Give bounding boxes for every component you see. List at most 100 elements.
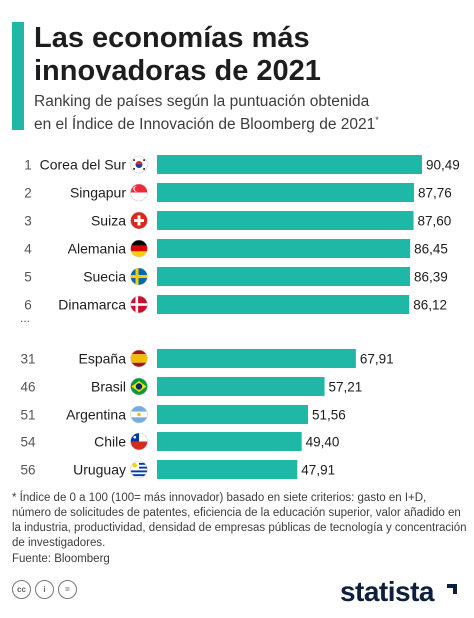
bar-row: 3 Suiza 87,60 xyxy=(24,211,451,230)
bar-row: 5 Suecia 86,39 xyxy=(24,267,448,286)
bar xyxy=(157,460,298,479)
flag-stripe xyxy=(130,192,148,201)
flag-outline xyxy=(130,211,148,230)
flag-stripe xyxy=(130,470,148,473)
flag-star xyxy=(133,435,136,439)
value-label: 57,21 xyxy=(329,380,363,395)
rank-label: 4 xyxy=(24,242,32,257)
flag-stripe xyxy=(130,474,148,477)
bar xyxy=(157,432,302,451)
value-label: 47,91 xyxy=(301,463,335,478)
flag-outline xyxy=(130,377,148,396)
bar-row: 51 Argentina 51,56 xyxy=(20,405,346,424)
country-label: Uruguay xyxy=(73,462,126,478)
title-accent-bar xyxy=(12,22,24,130)
country-label: Corea del Sur xyxy=(40,157,127,173)
flag-stripe xyxy=(130,441,148,450)
rank-label: 56 xyxy=(20,463,35,478)
flag-stripe xyxy=(130,417,148,423)
subtitle-line-1: Ranking de países según la puntuación ob… xyxy=(34,93,370,110)
singapore-flag-icon xyxy=(130,184,148,201)
bar xyxy=(157,295,410,314)
bar xyxy=(157,155,422,174)
flag-cross xyxy=(130,275,148,278)
bar-row: 2 Singapur 87,76 xyxy=(24,183,452,202)
flag-stripe xyxy=(130,251,148,257)
brand-name: statista xyxy=(339,576,435,607)
flag-taeguk-red xyxy=(135,161,143,165)
subtitle-line-2: en el Índice de Innovación de Bloomberg … xyxy=(34,116,376,134)
chart-subtitle: Ranking de países según la puntuación ob… xyxy=(34,92,464,134)
rank-label: 1 xyxy=(24,158,32,173)
flag-outline xyxy=(130,239,148,258)
bar xyxy=(157,183,415,202)
flag-outline xyxy=(130,155,148,174)
title-line-2: innovadoras de 2021 xyxy=(34,55,321,87)
rank-label: 31 xyxy=(20,352,35,367)
creative-commons-icon[interactable]: cc xyxy=(12,580,31,599)
flag-trigram xyxy=(143,168,145,170)
country-label: Brasil xyxy=(91,379,126,395)
flag-stripe xyxy=(130,240,148,246)
value-label: 87,76 xyxy=(418,186,452,201)
flag-outline xyxy=(130,183,148,202)
value-label: 86,39 xyxy=(414,270,448,285)
flag-crescent-cut xyxy=(134,186,140,192)
chile-flag-icon xyxy=(130,433,148,450)
flag-stripe xyxy=(130,406,148,412)
flag-cross xyxy=(134,219,144,222)
flag-outline xyxy=(130,460,148,479)
info-icon[interactable]: i xyxy=(35,580,54,599)
country-label: Singapur xyxy=(70,185,126,201)
bar xyxy=(157,405,308,424)
flag-outline xyxy=(130,432,148,451)
value-label: 51,56 xyxy=(312,408,346,423)
value-label: 49,40 xyxy=(306,435,340,450)
denmark-flag-icon xyxy=(130,296,148,313)
bar-row: 56 Uruguay 47,91 xyxy=(20,460,335,479)
bar-row: 46 Brasil 57,21 xyxy=(20,377,362,396)
rank-label: 6 xyxy=(24,298,32,313)
flag-trigram xyxy=(133,159,135,161)
no-derivatives-icon[interactable]: = xyxy=(58,580,77,599)
bar xyxy=(157,349,356,368)
rank-label: 5 xyxy=(24,270,32,285)
chart-title: Las economías más innovadoras de 2021 xyxy=(34,22,464,88)
bar-chart: 1 Corea del Sur 90,49 2 Singapur 87,76 3 Suiza 8… xyxy=(20,155,460,479)
flag-taeguk-blue xyxy=(135,164,143,168)
flag-globe xyxy=(135,383,143,390)
footnote: * Índice de 0 a 100 (100= más innovador)… xyxy=(12,492,467,549)
flag-stripe xyxy=(130,245,148,252)
country-label: España xyxy=(79,351,127,367)
value-label: 86,45 xyxy=(414,242,448,257)
flag-sun xyxy=(132,462,137,468)
rank-label: 2 xyxy=(24,186,32,201)
country-label: Suiza xyxy=(91,213,126,229)
title-line-1: Las economías más xyxy=(34,22,310,54)
bar xyxy=(157,211,414,230)
flag-outline xyxy=(130,267,148,286)
rank-label: 51 xyxy=(20,408,35,423)
country-label: Argentina xyxy=(66,407,126,423)
statista-arrow-icon xyxy=(441,584,457,600)
south-korea-flag-icon xyxy=(130,156,148,173)
country-label: Dinamarca xyxy=(58,297,126,313)
flag-trigram xyxy=(143,159,145,161)
bar-row: 1 Corea del Sur 90,49 xyxy=(24,155,460,174)
spain-flag-icon xyxy=(130,350,148,367)
rank-label: 3 xyxy=(24,214,32,229)
flag-stripe xyxy=(130,350,148,355)
flag-cross xyxy=(130,303,148,306)
value-label: 90,49 xyxy=(426,158,460,173)
uruguay-flag-icon xyxy=(130,461,148,478)
country-label: Chile xyxy=(94,434,126,450)
bar xyxy=(157,377,325,396)
bar-row: 54 Chile 49,40 xyxy=(20,432,339,451)
flag-trigram xyxy=(133,168,135,170)
bar-row: 4 Alemania 86,45 xyxy=(24,239,448,258)
statista-logo[interactable]: statista xyxy=(340,576,460,608)
switzerland-flag-icon xyxy=(130,212,148,229)
value-label: 86,12 xyxy=(413,298,447,313)
rank-label: 54 xyxy=(20,435,36,450)
flag-sun xyxy=(137,412,141,417)
